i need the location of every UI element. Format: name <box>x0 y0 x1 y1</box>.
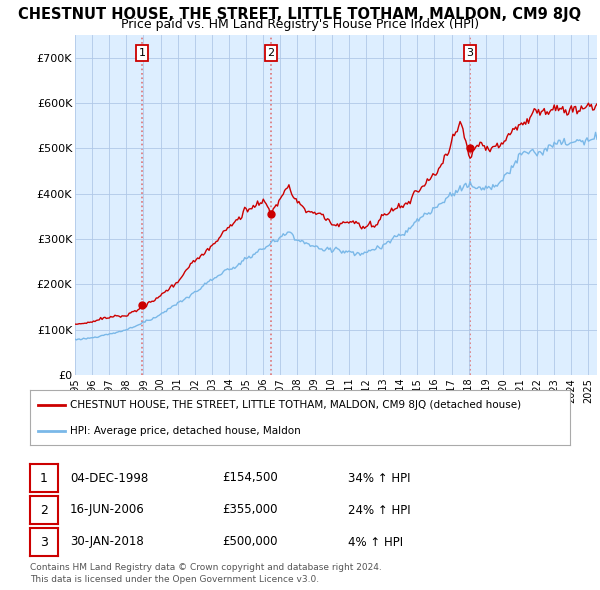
Text: 1: 1 <box>139 48 146 58</box>
Text: Contains HM Land Registry data © Crown copyright and database right 2024.: Contains HM Land Registry data © Crown c… <box>30 563 382 572</box>
Text: 16-JUN-2006: 16-JUN-2006 <box>70 503 145 516</box>
Text: £154,500: £154,500 <box>222 471 278 484</box>
Text: 24% ↑ HPI: 24% ↑ HPI <box>348 503 410 516</box>
Text: 2: 2 <box>268 48 275 58</box>
Text: £355,000: £355,000 <box>222 503 277 516</box>
Text: £500,000: £500,000 <box>222 536 277 549</box>
Text: 3: 3 <box>40 536 48 549</box>
Text: CHESTNUT HOUSE, THE STREET, LITTLE TOTHAM, MALDON, CM9 8JQ: CHESTNUT HOUSE, THE STREET, LITTLE TOTHA… <box>19 7 581 22</box>
Text: HPI: Average price, detached house, Maldon: HPI: Average price, detached house, Mald… <box>71 426 301 436</box>
Text: 04-DEC-1998: 04-DEC-1998 <box>70 471 148 484</box>
Text: 30-JAN-2018: 30-JAN-2018 <box>70 536 144 549</box>
Text: 1: 1 <box>40 471 48 484</box>
Text: Price paid vs. HM Land Registry's House Price Index (HPI): Price paid vs. HM Land Registry's House … <box>121 18 479 31</box>
Text: This data is licensed under the Open Government Licence v3.0.: This data is licensed under the Open Gov… <box>30 575 319 584</box>
Text: 3: 3 <box>467 48 473 58</box>
Text: 2: 2 <box>40 503 48 516</box>
Text: 4% ↑ HPI: 4% ↑ HPI <box>348 536 403 549</box>
Text: 34% ↑ HPI: 34% ↑ HPI <box>348 471 410 484</box>
Text: CHESTNUT HOUSE, THE STREET, LITTLE TOTHAM, MALDON, CM9 8JQ (detached house): CHESTNUT HOUSE, THE STREET, LITTLE TOTHA… <box>71 401 521 411</box>
